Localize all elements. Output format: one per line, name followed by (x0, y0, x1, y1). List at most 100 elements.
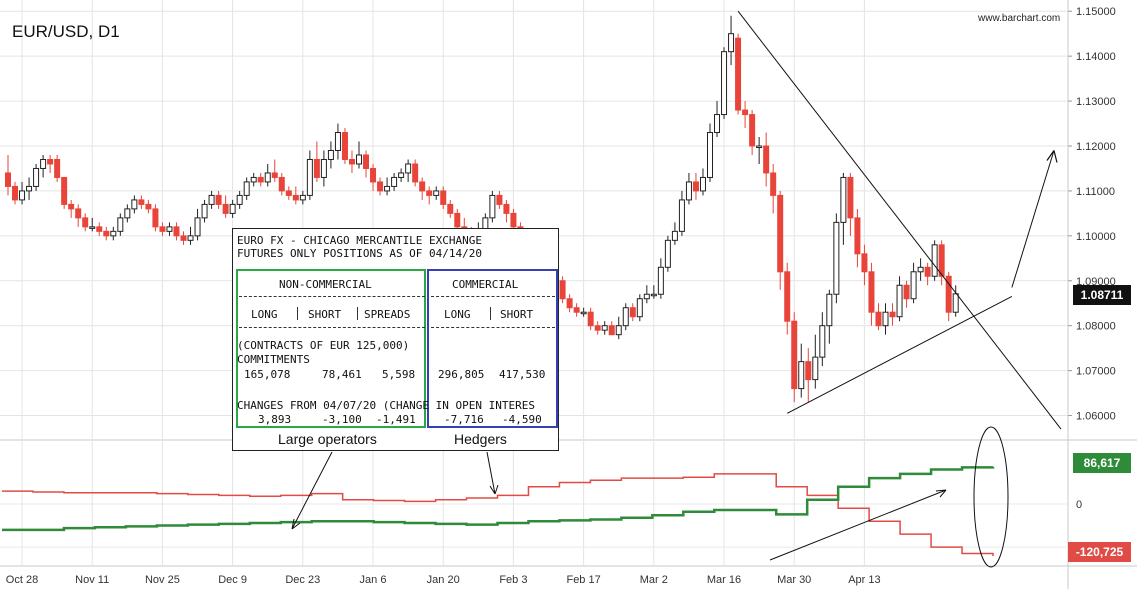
cot-y-tick-label: 0 (1076, 499, 1082, 511)
candle-up (910, 271, 917, 300)
candle-down (96, 226, 103, 232)
x-tick-label: Jan 20 (427, 574, 460, 586)
candle-up (334, 132, 341, 151)
chart-title: EUR/USD, D1 (12, 22, 120, 41)
candle-down (763, 145, 770, 174)
y-tick-label: 1.12000 (1076, 141, 1116, 153)
candle-down (138, 199, 145, 205)
trendline (786, 296, 1013, 414)
candle-up (707, 132, 713, 178)
watermark: www.barchart.com (978, 13, 1061, 24)
candle-up (124, 208, 131, 219)
candle-down (784, 271, 791, 322)
candle-down (742, 109, 749, 116)
cot-header: EURO FX - CHICAGO MERCANTILE EXCHANGE FU… (237, 234, 482, 260)
cot-line-2: FUTURES ONLY POSITIONS AS OF 04/14/20 (237, 247, 483, 260)
candle-up (117, 217, 124, 232)
candle-up (391, 176, 398, 187)
x-tick-label: Nov 11 (75, 574, 109, 586)
candle-up (580, 311, 587, 315)
candle-down (875, 311, 882, 327)
x-tick-label: Dec 9 (218, 574, 247, 586)
candle-down (370, 167, 377, 183)
candle-down (861, 253, 868, 273)
candle-up (187, 235, 194, 241)
candle-down (61, 176, 68, 205)
candle-down (152, 208, 159, 228)
candle-up (714, 114, 721, 134)
x-tick-label: Mar 30 (777, 574, 811, 586)
candle-down (313, 158, 320, 178)
candle-down (573, 307, 580, 313)
candle-down (749, 114, 756, 147)
trend-arrow (769, 489, 947, 561)
nc-long-value: 165,078 (244, 368, 291, 381)
y-tick-label: 1.15000 (1076, 6, 1116, 18)
candle-down (377, 181, 384, 192)
candle-down (341, 132, 348, 160)
candle-up (89, 226, 96, 229)
x-tick-label: Nov 25 (145, 574, 180, 586)
candle-up (931, 244, 938, 277)
candle-up (636, 298, 643, 318)
divider-dash (239, 327, 425, 328)
y-tick-label: 1.07000 (1076, 366, 1116, 378)
candle-down (559, 280, 566, 300)
commitments-label: COMMITMENTS (237, 353, 310, 366)
divider-dash (239, 296, 425, 297)
changes-line: CHANGES FROM 04/07/20 (CHANGE IN OPEN IN… (237, 399, 536, 412)
x-tick-label: Mar 2 (640, 574, 668, 586)
candle-down (222, 203, 229, 214)
ch-c-long-value: -7,716 (444, 413, 484, 426)
hedgers-arrow (486, 451, 499, 495)
candle-down (285, 190, 292, 196)
candle-down (510, 212, 517, 228)
candle-down (503, 203, 510, 214)
candle-up (33, 167, 40, 187)
candle-down (608, 325, 615, 336)
candle-up (201, 203, 208, 219)
c-long-value: 296,805 (438, 368, 485, 381)
x-tick-label: Dec 23 (285, 574, 320, 586)
short-position-line (2, 473, 994, 557)
candle-down (805, 361, 812, 381)
candle-up (728, 33, 735, 53)
candle-down (82, 217, 89, 228)
candle-up (643, 293, 650, 300)
candle-up (327, 149, 334, 160)
candle-down (454, 212, 461, 228)
candle-down (159, 226, 166, 232)
candle-up (756, 145, 763, 148)
candle-down (440, 190, 447, 205)
candle-up (489, 194, 496, 219)
candle-down (770, 172, 777, 196)
large-operators-arrow (291, 451, 333, 530)
candle-down (257, 176, 264, 183)
ch-nc-spreads-value: -1,491 (376, 413, 416, 426)
candle-up (299, 194, 306, 201)
candle-up (952, 293, 959, 313)
x-tick-label: Apr 13 (848, 574, 880, 586)
candle-up (657, 266, 664, 295)
candle-down (173, 226, 180, 237)
candle-up (699, 176, 706, 192)
y-tick-label: 1.13000 (1076, 96, 1116, 108)
candle-up (320, 158, 327, 178)
candle-up (40, 158, 47, 169)
c-long-col: LONG (444, 308, 471, 321)
col-separator (357, 307, 358, 320)
candle-down (924, 266, 931, 277)
candle-up (685, 181, 692, 201)
candle-down (777, 194, 784, 273)
candle-down (412, 163, 419, 183)
x-tick-label: Oct 28 (6, 574, 38, 586)
c-short-col: SHORT (500, 308, 534, 321)
x-tick-label: Jan 6 (360, 574, 387, 586)
candle-up (229, 203, 236, 214)
candle-up (384, 185, 391, 192)
commercial-group (427, 269, 558, 428)
candle-down (348, 158, 355, 165)
c-short-value: 417,530 (499, 368, 546, 381)
candle-up (19, 190, 26, 201)
